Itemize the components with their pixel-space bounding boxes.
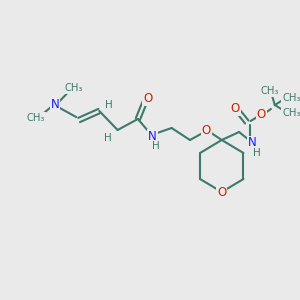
Text: H: H — [152, 141, 160, 151]
Text: H: H — [104, 133, 112, 143]
Text: O: O — [231, 103, 240, 116]
Text: O: O — [143, 92, 152, 106]
Text: CH₃: CH₃ — [64, 83, 83, 93]
Text: H: H — [253, 148, 260, 158]
Text: N: N — [248, 136, 257, 149]
Text: CH₃: CH₃ — [26, 113, 45, 123]
Text: H: H — [105, 100, 113, 110]
Text: O: O — [217, 185, 226, 199]
Text: O: O — [202, 124, 211, 137]
Text: O: O — [257, 109, 266, 122]
Text: CH₃: CH₃ — [261, 86, 279, 96]
Text: CH₃: CH₃ — [282, 93, 300, 103]
Text: N: N — [148, 130, 157, 142]
Text: N: N — [51, 98, 59, 112]
Text: CH₃: CH₃ — [282, 108, 300, 118]
